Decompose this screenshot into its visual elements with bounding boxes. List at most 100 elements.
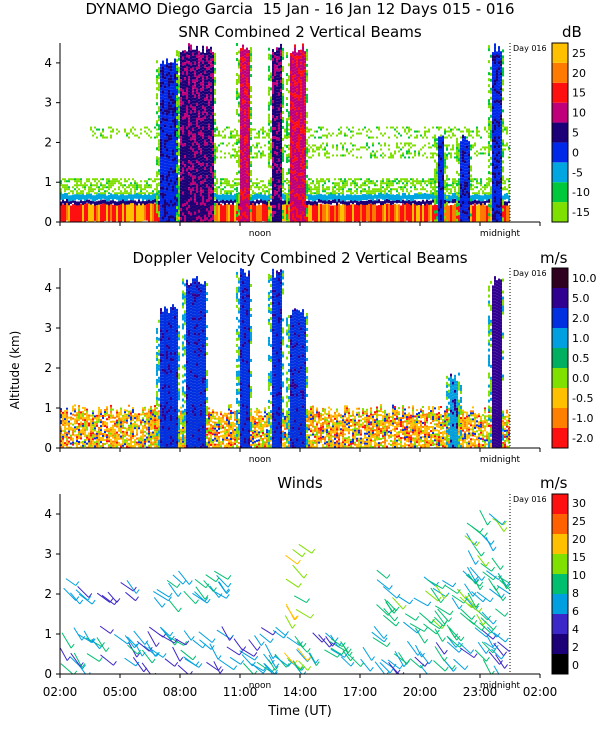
echo-cell [408,150,410,153]
echo-cell [104,184,106,187]
echo-cell [344,203,346,222]
echo-cell [408,126,410,129]
echo-cell [166,106,168,110]
echo-cell [174,133,176,137]
echo-cell [80,194,82,201]
echo-cell [402,126,404,129]
echo-cell [210,106,212,110]
echo-cell [108,126,110,129]
echo-cell [186,54,188,58]
echo-cell [368,178,370,181]
echo-cell [480,182,482,185]
echo-cell [280,82,282,86]
echo-cell [240,156,242,160]
echo-cell [406,152,408,155]
echo-cell [322,186,324,189]
echo-cell [280,115,282,119]
echo-cell [176,108,178,112]
echo-cell [264,130,266,133]
echo-cell [430,182,432,185]
echo-cell [486,178,488,181]
echo-cell [168,209,170,213]
echo-cell [474,192,476,195]
echo-cell [474,199,476,204]
echo-cell [166,157,168,161]
echo-cell [356,182,358,185]
echo-cell [204,61,206,65]
echo-cell [278,137,280,141]
echo-cell [262,180,264,183]
echo-cell [342,200,344,205]
echo-cell [198,65,200,69]
echo-cell [102,128,104,131]
echo-cell [282,212,284,216]
echo-cells [60,43,510,222]
echo-cell [258,142,260,145]
echo-cell [176,185,178,189]
echo-cell [212,72,214,76]
echo-cell [410,201,412,206]
echo-cell [274,198,276,202]
echo-cell [64,188,66,191]
echo-cell [210,82,212,86]
echo-cell [252,182,254,185]
echo-cell [268,119,270,123]
echo-cell [370,152,372,155]
echo-cell [330,200,332,205]
echo-cell [190,137,192,141]
echo-cell [348,194,350,201]
echo-cell [156,69,158,73]
echo-cell [376,156,378,159]
echo-cell [290,166,292,170]
echo-cell [324,152,326,155]
echo-cell [206,46,208,50]
echo-cell [204,175,206,179]
echo-cell [106,190,108,193]
echo-cell [130,202,132,221]
echo-cell [60,190,62,193]
echo-cell [234,188,236,191]
echo-cell [170,194,172,198]
echo-cell [160,189,162,193]
echo-cell [382,152,384,155]
echo-cell [282,77,284,81]
echo-cell [350,182,352,185]
echo-cell [190,89,192,93]
echo-cell [422,193,424,200]
echo-cell [308,144,310,147]
echo-cell [282,83,284,87]
echo-cell [372,180,374,183]
echo-cell [230,154,232,157]
echo-cell [432,144,434,147]
echo-cell [276,149,278,153]
echo-cell [246,137,248,141]
echo-cell [274,162,276,166]
echo-cell [240,201,242,205]
echo-cell [446,182,448,185]
echo-cell [180,187,182,191]
echo-cell [270,213,272,217]
echo-cell [274,75,276,79]
echo-cell [240,129,242,133]
echo-cell [278,80,280,84]
echo-cell [478,194,480,201]
echo-cell [338,128,340,131]
echo-cell [372,182,374,185]
echo-cell [86,203,88,222]
echo-cell [160,210,162,214]
echo-cell [192,55,194,59]
echo-cell [138,184,140,187]
echo-cell [174,127,176,131]
echo-cell [248,122,250,126]
echo-cell [272,181,274,185]
echo-cell [172,131,174,135]
echo-cell [192,169,194,173]
echo-cell [210,61,212,65]
echo-cell [206,115,208,119]
echo-cell [236,182,238,185]
echo-cell [212,105,214,109]
echo-cell [178,204,180,208]
echo-cell [218,194,220,201]
echo-cell [210,121,212,125]
